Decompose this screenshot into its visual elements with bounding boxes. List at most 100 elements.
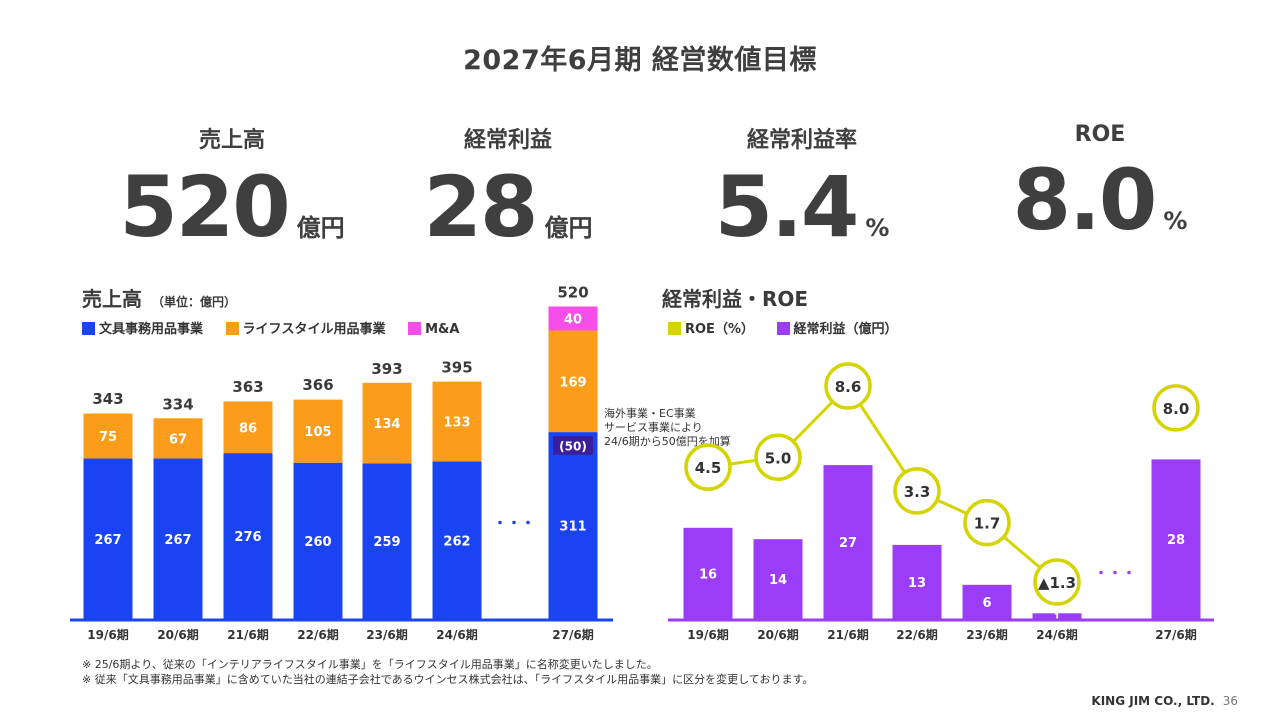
roe-point: [893, 467, 941, 515]
x-tick-label: 27/6期: [1155, 627, 1196, 642]
bar-segment: [293, 462, 343, 619]
page-footer: KING JIM CO., LTD. 36: [1091, 694, 1238, 708]
kpi-label: 経常利益: [463, 128, 552, 153]
profit-bar-value-label: 28: [1167, 533, 1185, 548]
legend-label: 経常利益（億円）: [793, 322, 898, 337]
bar-value-label: 134: [373, 417, 400, 432]
legend-swatch-ma: [408, 322, 422, 335]
bar-segment: [362, 382, 412, 464]
bar-total-label: 393: [371, 360, 402, 378]
x-tick-label: 24/6期: [1036, 627, 1077, 642]
annotation-value: (50): [559, 439, 587, 453]
roe-value-label: 1.7: [974, 515, 1001, 533]
bar-segment: [153, 458, 203, 619]
roe-value-label: 5.0: [765, 449, 792, 467]
kpi-value: 5.4: [714, 158, 860, 256]
profit-bar: [962, 584, 1012, 619]
bar-segment: [223, 401, 273, 454]
kpi-label: 経常利益率: [746, 128, 857, 153]
kpi-roe: ROE 8.0%: [950, 122, 1250, 245]
legend-label: ライフスタイル用品事業: [242, 322, 386, 337]
profit-chart-title: 経常利益・ROE: [662, 287, 809, 311]
sales-chart-legend: 文具事務用品事業 ライフスタイル用品事業 M&A: [82, 318, 477, 337]
profit-bar: [892, 544, 942, 619]
footnote: ※ 従来「文具事務用品事業」に含めていた当社の連結子会社であるウインセス株式会社…: [82, 673, 814, 686]
bar-value-label: 276: [234, 530, 261, 545]
bar-value-label: 40: [564, 313, 582, 328]
bar-segment: [362, 463, 412, 619]
profit-bar-value-label: 27: [839, 536, 857, 551]
x-tick-label: 23/6期: [966, 627, 1007, 642]
roe-point: [684, 443, 732, 491]
kpi-unit: 億円: [544, 214, 593, 242]
profit-bar-value-label: 16: [699, 567, 717, 582]
roe-value-label: 4.5: [695, 459, 722, 477]
bar-total-label: 366: [302, 376, 333, 394]
roe-value-label: 8.6: [835, 378, 862, 396]
kpi-value: 520: [119, 158, 290, 256]
page-title: 2027年6月期 経営数値目標: [463, 45, 817, 76]
footnote: ※ 25/6期より、従来の「インテリアライフスタイル事業」を「ライフスタイル用品…: [82, 658, 658, 671]
annotation-box: [553, 436, 593, 455]
kpi-profit-margin: 経常利益率 5.4%: [652, 122, 952, 252]
x-tick-label: 19/6期: [687, 627, 728, 642]
sales-chart-unit: （単位：億円）: [152, 295, 237, 309]
profit-bar: [753, 539, 803, 619]
x-tick-label: 22/6期: [297, 627, 338, 642]
legend-item: 文具事務用品事業: [82, 318, 203, 337]
annotation-text: 海外事業・EC事業: [604, 406, 696, 420]
bar-value-label: 169: [559, 375, 586, 390]
profit-bar-value-label: 13: [908, 576, 926, 591]
x-tick-label: 24/6期: [436, 627, 477, 642]
roe-point: [1033, 558, 1081, 606]
bar-value-label: 262: [443, 534, 470, 549]
bar-value-label: 86: [239, 421, 257, 436]
bar-total-label: 343: [92, 390, 123, 408]
legend-label: M&A: [425, 322, 460, 337]
profit-bar-value-label: 14: [769, 573, 787, 588]
roe-point: [754, 433, 802, 482]
bar-value-label: 67: [169, 432, 187, 447]
profit-bar: [1151, 459, 1201, 619]
bar-value-label: 267: [94, 533, 121, 548]
x-tick-label: 21/6期: [227, 627, 268, 642]
bar-value-label: 105: [304, 425, 331, 440]
bar-value-label: 267: [164, 533, 191, 548]
legend-label: 文具事務用品事業: [99, 322, 204, 337]
roe-point: [824, 362, 872, 410]
legend-item: ROE（%）: [668, 318, 754, 337]
sales-chart-title-text: 売上高: [82, 287, 142, 311]
roe-point: [1152, 384, 1200, 432]
footnotes: ※ 25/6期より、従来の「インテリアライフスタイル事業」を「ライフスタイル用品…: [82, 657, 813, 687]
kpi-label: ROE: [1074, 122, 1126, 147]
kpi-value: 8.0: [1012, 151, 1158, 249]
bar-segment: [548, 432, 598, 619]
profit-bar: [1032, 613, 1082, 619]
kpi-value: 28: [423, 158, 539, 256]
profit-bar: [823, 465, 873, 619]
profit-bar-value-label: 6: [982, 596, 991, 611]
annotation-text: 24/6期から50億円を加算: [604, 434, 731, 448]
bar-segment: [83, 458, 133, 619]
profit-chart-legend: ROE（%） 経常利益（億円）: [668, 318, 916, 337]
bar-total-label: 520: [557, 283, 588, 301]
legend-item: 経常利益（億円）: [776, 318, 898, 337]
bar-value-label: 311: [559, 520, 586, 535]
bar-segment: [223, 453, 273, 619]
x-tick-label: 22/6期: [896, 627, 937, 642]
page-number: 36: [1222, 694, 1238, 708]
bar-value-label: 133: [443, 416, 470, 431]
profit-bar-value-label: 1: [1054, 612, 1061, 623]
roe-value-label: ▲1.3: [1038, 574, 1076, 592]
kpi-unit: %: [865, 214, 890, 242]
company-name: KING JIM CO., LTD.: [1091, 694, 1215, 708]
kpi-unit: %: [1163, 207, 1188, 235]
kpi-unit: 億円: [296, 214, 345, 242]
x-tick-label: 23/6期: [366, 627, 407, 642]
legend-label: ROE（%）: [685, 322, 754, 337]
bar-segment: [153, 418, 203, 459]
legend-swatch-stationery: [82, 322, 95, 335]
bar-segment: [293, 399, 343, 463]
bar-value-label: 75: [99, 430, 117, 445]
